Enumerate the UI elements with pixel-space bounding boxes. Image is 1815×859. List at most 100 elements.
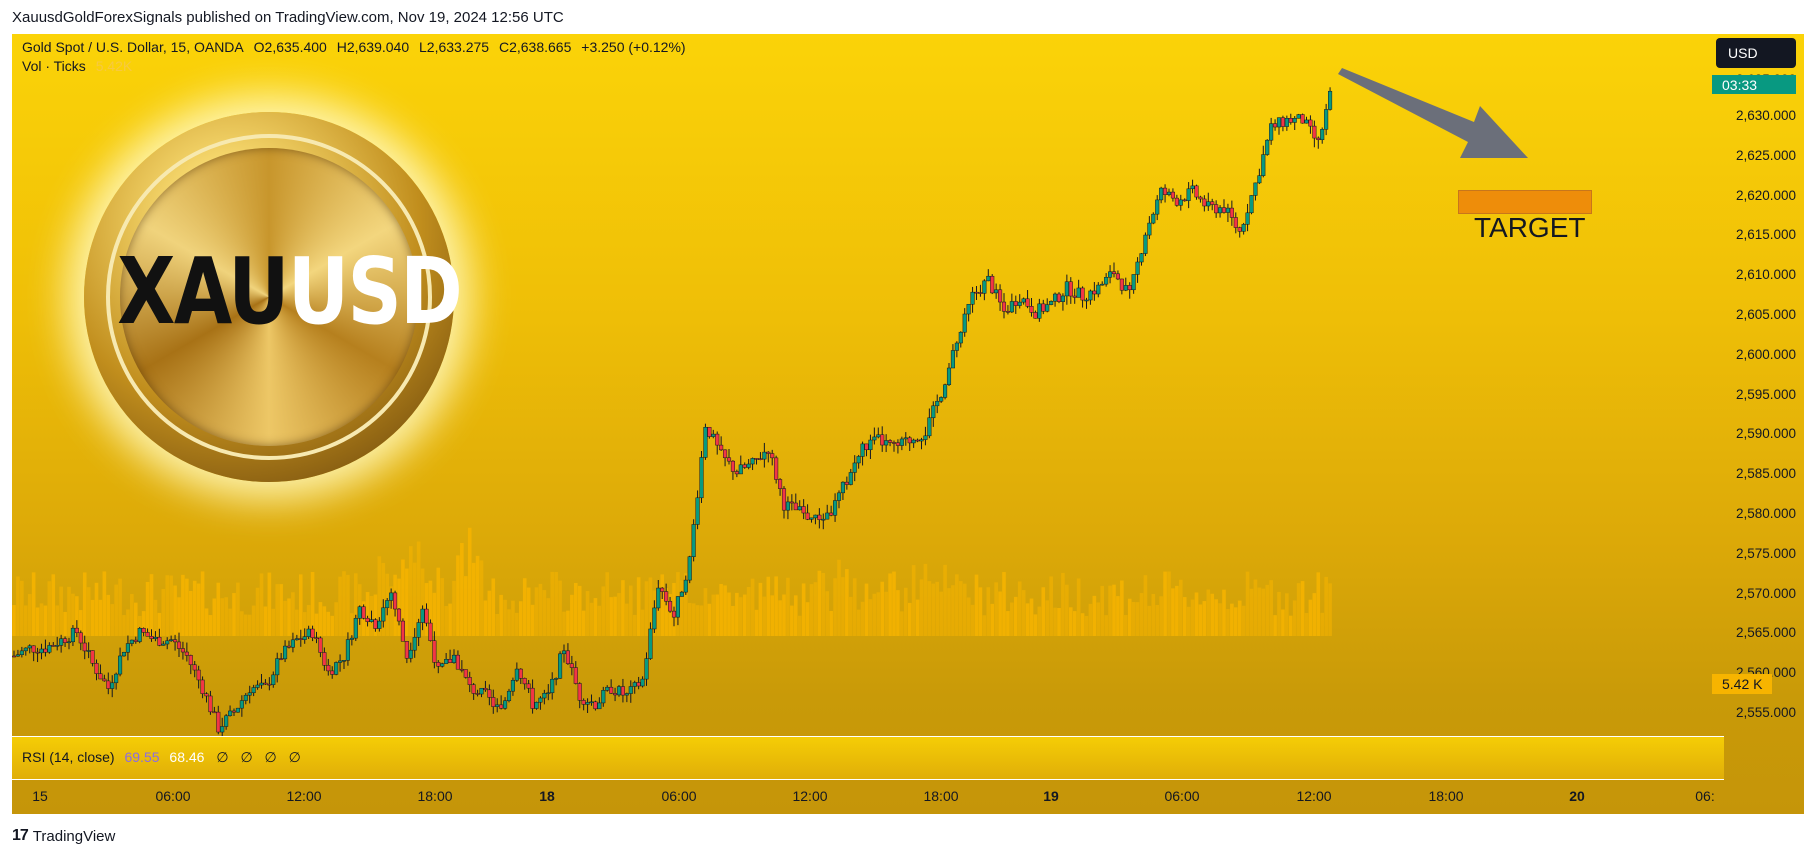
volume-bar xyxy=(165,575,170,636)
candle-body xyxy=(974,291,979,294)
symbol-legend[interactable]: Gold Spot / U.S. Dollar, 15, OANDA O2,63… xyxy=(22,39,692,55)
candle-body xyxy=(1092,290,1097,295)
volume-bar xyxy=(1092,595,1097,636)
candle-body xyxy=(534,701,539,709)
volume-bar xyxy=(986,587,991,636)
candle-body xyxy=(671,610,677,618)
price-plot[interactable] xyxy=(12,34,1724,736)
candle-body xyxy=(78,632,83,644)
volume-bar xyxy=(1029,598,1034,636)
candle-body xyxy=(1111,271,1117,275)
volume-bar xyxy=(471,562,476,636)
volume-bar xyxy=(1143,575,1148,636)
candle-body xyxy=(373,619,378,629)
candle-body xyxy=(872,436,877,441)
volume-bar xyxy=(554,572,558,636)
candle-body xyxy=(412,637,417,651)
volume-bar xyxy=(1249,588,1254,636)
volume-bar xyxy=(283,600,287,636)
rsi-pane[interactable]: RSI (14, close) 69.55 68.46 ∅ ∅ ∅ ∅ xyxy=(12,736,1724,780)
volume-bar xyxy=(318,602,323,636)
candle-body xyxy=(86,650,91,652)
volume-bar xyxy=(1104,615,1108,636)
volume-legend[interactable]: Vol · Ticks 5.42K xyxy=(22,58,138,74)
price-axis-label: 2,580.000 xyxy=(1735,506,1796,521)
candle-body xyxy=(538,697,543,703)
candle-body xyxy=(467,677,472,685)
volume-bar xyxy=(990,603,995,636)
time-axis[interactable]: 15 06:00 12:00 18:00 18 06:00 12:00 18:00 19 06:0… xyxy=(12,780,1804,814)
candle-body xyxy=(526,683,531,689)
price-axis-label: 2,575.000 xyxy=(1735,545,1796,561)
volume-bar xyxy=(982,615,987,636)
candle-body xyxy=(1225,207,1230,213)
candle-body xyxy=(23,647,28,652)
candle-body xyxy=(385,600,390,609)
volume-bar xyxy=(373,594,378,636)
volume-bar xyxy=(841,577,845,636)
candle-body xyxy=(950,350,955,369)
candle-body xyxy=(1108,271,1113,278)
candle-body xyxy=(856,456,861,464)
candle-body xyxy=(707,426,712,437)
volume-bar xyxy=(958,581,963,636)
volume-bar xyxy=(1147,605,1152,636)
volume-bar xyxy=(495,614,500,636)
volume-bar xyxy=(817,570,822,636)
candle-body xyxy=(546,692,551,695)
candle-body xyxy=(165,640,170,645)
candle-body xyxy=(341,660,347,662)
volume-bar xyxy=(1288,615,1293,636)
coin-face xyxy=(120,148,418,446)
candle-body xyxy=(746,463,751,468)
chart-container[interactable]: XAUUSD Gold Spot / U.S. Dollar, 15, OAND… xyxy=(12,34,1804,814)
candle-body xyxy=(1123,285,1128,291)
price-axis-label: 2,630.000 xyxy=(1735,108,1796,123)
candle-body xyxy=(789,501,794,504)
time-axis-label: 06: xyxy=(1695,788,1715,804)
candle-body xyxy=(817,514,822,520)
volume-bar xyxy=(298,574,303,636)
candle-body xyxy=(180,648,185,653)
candle-body xyxy=(286,645,292,648)
volume-bar xyxy=(16,576,20,636)
candle-body xyxy=(919,439,924,442)
volume-bar xyxy=(573,583,578,636)
volume-bar xyxy=(75,596,79,636)
xauusd-coin-logo: XAUUSD xyxy=(84,112,463,482)
volume-bar xyxy=(786,577,790,636)
volume-bar xyxy=(236,582,240,636)
candle-body xyxy=(1233,217,1238,228)
volume-bar xyxy=(63,611,67,636)
volume-bar xyxy=(770,595,775,636)
volume-bar xyxy=(644,581,649,636)
currency-button[interactable]: USD xyxy=(1716,38,1796,68)
candle-body xyxy=(59,638,64,646)
volume-legend-label[interactable]: Vol · Ticks xyxy=(22,58,86,74)
rsi-value-1: 69.55 xyxy=(124,749,160,765)
symbol-name[interactable]: Gold Spot / U.S. Dollar, 15, OANDA xyxy=(22,39,244,55)
volume-bar xyxy=(448,603,452,636)
volume-bar xyxy=(515,612,519,636)
candle-body xyxy=(565,650,570,664)
candle-body xyxy=(161,643,166,646)
coin-label-usd: USD xyxy=(287,238,463,345)
candle-body xyxy=(1198,196,1203,200)
candle-body xyxy=(778,479,783,489)
candle-body xyxy=(1276,117,1282,128)
volume-bar xyxy=(173,585,177,636)
volume-bar xyxy=(185,578,189,636)
volume-bars xyxy=(12,527,1332,636)
candle-body xyxy=(424,608,429,624)
candle-body xyxy=(1253,182,1258,196)
candle-body xyxy=(1328,90,1333,110)
candle-body xyxy=(907,437,912,444)
rsi-label[interactable]: RSI (14, close) xyxy=(22,749,115,765)
rsi-legend[interactable]: RSI (14, close) 69.55 68.46 ∅ ∅ ∅ ∅ xyxy=(22,749,305,766)
volume-bar xyxy=(947,588,951,636)
volume-bar xyxy=(1139,593,1144,636)
volume-bar xyxy=(507,609,511,636)
time-axis-label: 06:00 xyxy=(155,788,191,804)
footer-brand[interactable]: 17 TradingView xyxy=(12,827,115,845)
candle-body xyxy=(491,697,496,707)
